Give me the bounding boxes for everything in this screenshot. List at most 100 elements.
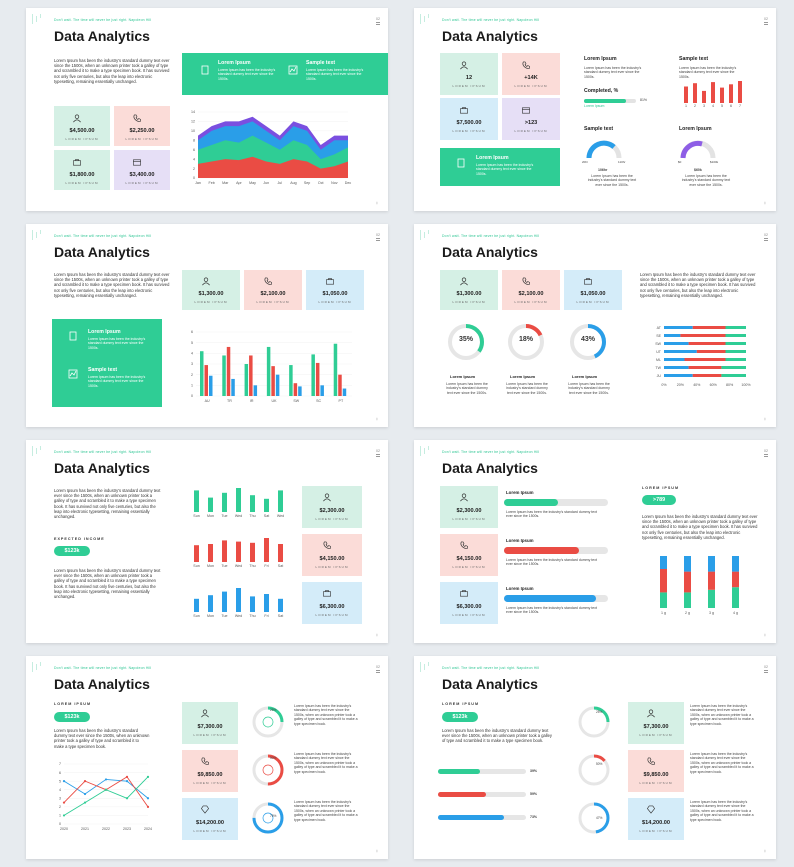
x-tick-label: PT	[339, 399, 344, 403]
x-tick-label: UK	[272, 399, 278, 403]
slide-3[interactable]: Don't wait. The time will never be just …	[26, 224, 388, 427]
gauge-min: $0	[678, 160, 682, 164]
page-number: 02	[764, 233, 768, 242]
intro-paragraph: Lorem Ipsum has been the industry's stan…	[54, 488, 161, 520]
bar-chart-red: Sun Mon Tue Wed Thu Fri Sat	[193, 538, 283, 568]
donut-text: Lorem Ipsum has been the industry's stan…	[446, 382, 488, 395]
bar-segment	[680, 334, 726, 337]
slide-2[interactable]: Don't wait. The time will never be just …	[414, 8, 776, 211]
y-tick-label: 6	[191, 330, 193, 334]
bar	[738, 81, 742, 103]
x-tick-label: May	[249, 181, 256, 185]
corner-decoration	[420, 230, 430, 244]
line-series	[63, 776, 149, 816]
x-tick-label: Dec	[345, 181, 352, 185]
bar-segment	[688, 366, 722, 369]
x-tick-label: 100%	[741, 383, 751, 387]
area-series	[198, 156, 348, 178]
stat-tile: $2,300.00 LOREM IPSUM	[440, 486, 498, 528]
stat-tile: $1,050.00 LOREM IPSUM	[306, 270, 364, 310]
bar	[729, 84, 733, 103]
data-point	[146, 797, 150, 800]
ring-label: 25%	[270, 708, 277, 712]
pill-label: LOREM IPSUM	[54, 702, 92, 706]
corner-decoration	[420, 446, 430, 460]
briefcase-icon	[323, 590, 331, 597]
slide-4[interactable]: Don't wait. The time will never be just …	[414, 224, 776, 427]
stat-tile: $9,850.00 LOREM IPSUM	[628, 750, 684, 792]
y-tick-label: 6	[193, 148, 195, 152]
page-number: 02	[764, 17, 768, 26]
progress-track	[584, 99, 636, 103]
x-tick-label: Thu	[249, 514, 255, 518]
donut-label: 18%	[518, 336, 533, 343]
bar	[275, 374, 280, 396]
expected-income-pill: $123k	[54, 546, 90, 556]
bar	[320, 385, 324, 396]
x-tick-label: Feb	[209, 181, 215, 185]
corner-decoration	[32, 662, 42, 676]
slide-1[interactable]: Don't wait. The time will never be just …	[26, 8, 388, 211]
y-tick-label: 1	[191, 384, 193, 388]
bar	[208, 497, 213, 512]
x-tick-label: Thu	[249, 564, 255, 568]
bar	[222, 540, 227, 562]
slide-8[interactable]: Don't wait. The time will never be just …	[414, 656, 776, 859]
page-number: 02	[376, 665, 380, 674]
y-tick-label: 5	[59, 779, 61, 783]
data-point	[104, 778, 108, 781]
bar-segment	[664, 326, 693, 329]
progress-fill	[504, 547, 579, 554]
bar-segment	[664, 342, 689, 345]
donut-label: 43%	[580, 336, 595, 343]
data-point	[104, 788, 108, 791]
document-icon	[457, 158, 465, 168]
corner-mark: ‡	[376, 633, 378, 637]
info-band: Lorem Ipsum Lorem Ipsum has been the ind…	[182, 53, 388, 95]
phone-icon	[264, 277, 272, 285]
bar-segment	[725, 326, 746, 329]
data-point	[62, 780, 66, 783]
slide-7[interactable]: Don't wait. The time will never be just …	[26, 656, 388, 859]
x-tick-label: 0%	[661, 383, 667, 387]
slide-5[interactable]: Don't wait. The time will never be just …	[26, 440, 388, 643]
bar	[702, 90, 706, 103]
bar	[250, 495, 255, 512]
bar	[289, 365, 293, 396]
stat-tile: 12 LOREM IPSUM	[440, 53, 498, 95]
y-tick-label: 1	[59, 814, 61, 818]
value-pill: $123k	[54, 712, 90, 722]
bar-segment	[660, 556, 667, 569]
user-icon	[323, 493, 331, 502]
bar-segment	[664, 366, 689, 369]
y-tick-label: 6	[59, 771, 61, 775]
x-tick-label: Tue	[221, 564, 227, 568]
body-paragraph: Lorem Ipsum has been the industry's stan…	[442, 728, 552, 744]
corner-decoration	[32, 446, 42, 460]
page-number: 02	[376, 233, 380, 242]
x-tick-label: 5	[721, 104, 723, 108]
y-tick-label: 14	[191, 110, 195, 114]
metric-value: 39%	[530, 769, 538, 773]
progress-fill	[584, 99, 627, 103]
gauge-min: 20hr	[582, 160, 589, 164]
slide-6[interactable]: Don't wait. The time will never be just …	[414, 440, 776, 643]
document-icon	[69, 331, 77, 341]
bar-segment	[696, 350, 726, 353]
x-tick-label: 2 g	[685, 611, 690, 615]
bar-segment	[692, 374, 722, 377]
x-tick-label: 20%	[677, 383, 685, 387]
x-tick-label: 3	[703, 104, 705, 108]
bar-segment	[721, 366, 746, 369]
page-title: Data Analytics	[442, 28, 538, 44]
donut-18	[508, 324, 544, 360]
bar	[693, 83, 697, 103]
corner-mark: ‡	[376, 849, 378, 853]
x-tick-label: 6	[730, 104, 732, 108]
bar-segment	[664, 350, 697, 353]
phone-icon	[460, 541, 468, 549]
metric-bar	[438, 815, 526, 820]
progress-track	[504, 499, 608, 506]
bar-segment	[664, 358, 685, 361]
bar	[293, 383, 298, 396]
